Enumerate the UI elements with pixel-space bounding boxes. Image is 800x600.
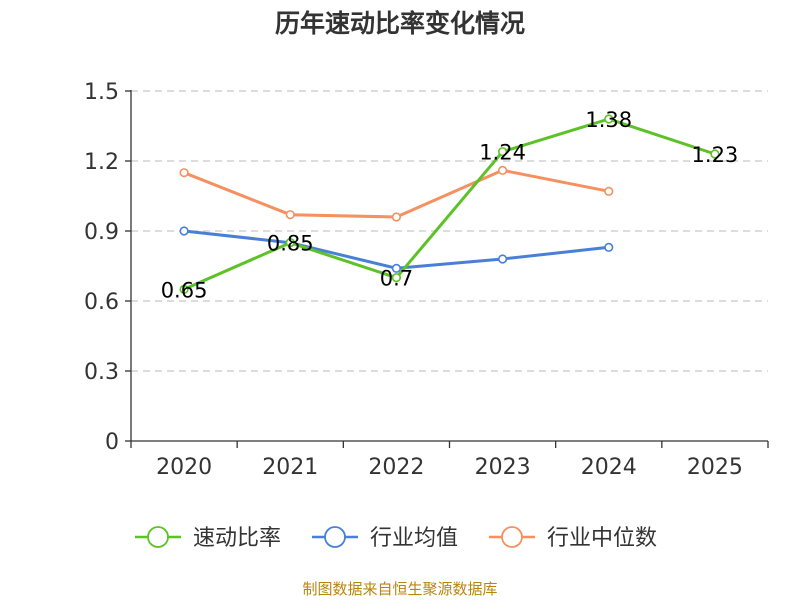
point-0-2020	[179, 284, 189, 294]
x-tick-label-2023: 2023	[475, 455, 531, 480]
data-label-2021: 0.85	[267, 232, 314, 256]
point-0-2021	[285, 238, 295, 248]
y-tick-label-2: 0.6	[84, 290, 119, 315]
legend-item-2[interactable]: 行业中位数	[489, 526, 657, 551]
x-tick-label-2021: 2021	[262, 455, 318, 480]
legend-marker-0	[147, 526, 169, 548]
point-0-2023	[497, 147, 508, 157]
point-0-2022	[391, 273, 402, 283]
y-tick-label-1: 0.3	[84, 360, 119, 385]
legend-marker-2	[501, 526, 523, 548]
legend-marker-1	[324, 526, 346, 548]
data-label-2022: 0.7	[380, 267, 413, 291]
data-source-note: 制图数据来自恒生聚源数据库	[302, 580, 498, 598]
data-label-2023: 1.24	[479, 141, 526, 165]
series-lines	[179, 114, 720, 294]
point-1-2022	[391, 263, 402, 273]
data-label-2025: 1.23	[692, 143, 739, 167]
legend-label-2: 行业中位数	[547, 526, 657, 551]
chart-title: 历年速动比率变化情况	[274, 9, 525, 38]
legend[interactable]: 速动比率 行业均值 行业中位数	[135, 526, 657, 551]
data-labels: 0.65 0.85 0.7 1.24 1.38 1.23	[161, 108, 739, 302]
y-tick-label-3: 0.9	[84, 220, 119, 245]
data-label-2020: 0.65	[161, 278, 208, 302]
legend-item-0[interactable]: 速动比率	[135, 526, 281, 551]
series-line-2	[183, 168, 610, 219]
y-tick-label-4: 1.2	[84, 150, 119, 175]
x-tick-label-2020: 2020	[156, 455, 212, 480]
legend-label-0: 速动比率	[193, 526, 281, 551]
point-0-2024	[604, 114, 614, 124]
point-1-2024	[604, 242, 614, 252]
point-2-2021	[285, 210, 295, 220]
data-label-2024: 1.38	[585, 108, 632, 132]
point-2-2022	[391, 212, 402, 222]
point-2-2024	[604, 186, 614, 196]
x-tick-label-2024: 2024	[581, 455, 637, 480]
point-1-2020	[179, 226, 189, 236]
grid-lines	[131, 90, 768, 372]
y-tick-label-5: 1.5	[84, 80, 119, 105]
legend-label-1: 行业均值	[370, 526, 458, 551]
series-line-0	[183, 117, 716, 291]
x-tick-label-2022: 2022	[368, 455, 424, 480]
point-2-2020	[179, 168, 189, 178]
y-tick-label-0: 0	[105, 430, 119, 455]
legend-item-1[interactable]: 行业均值	[312, 526, 458, 551]
point-2-2023	[497, 165, 508, 175]
axes: 0 0.3 0.6 0.9 1.2 1.5 2020 2021 2022 2023 2024 2025	[84, 80, 769, 480]
point-1-2023	[497, 254, 508, 264]
point-0-2025	[710, 149, 720, 159]
x-tick-label-2025: 2025	[687, 455, 743, 480]
